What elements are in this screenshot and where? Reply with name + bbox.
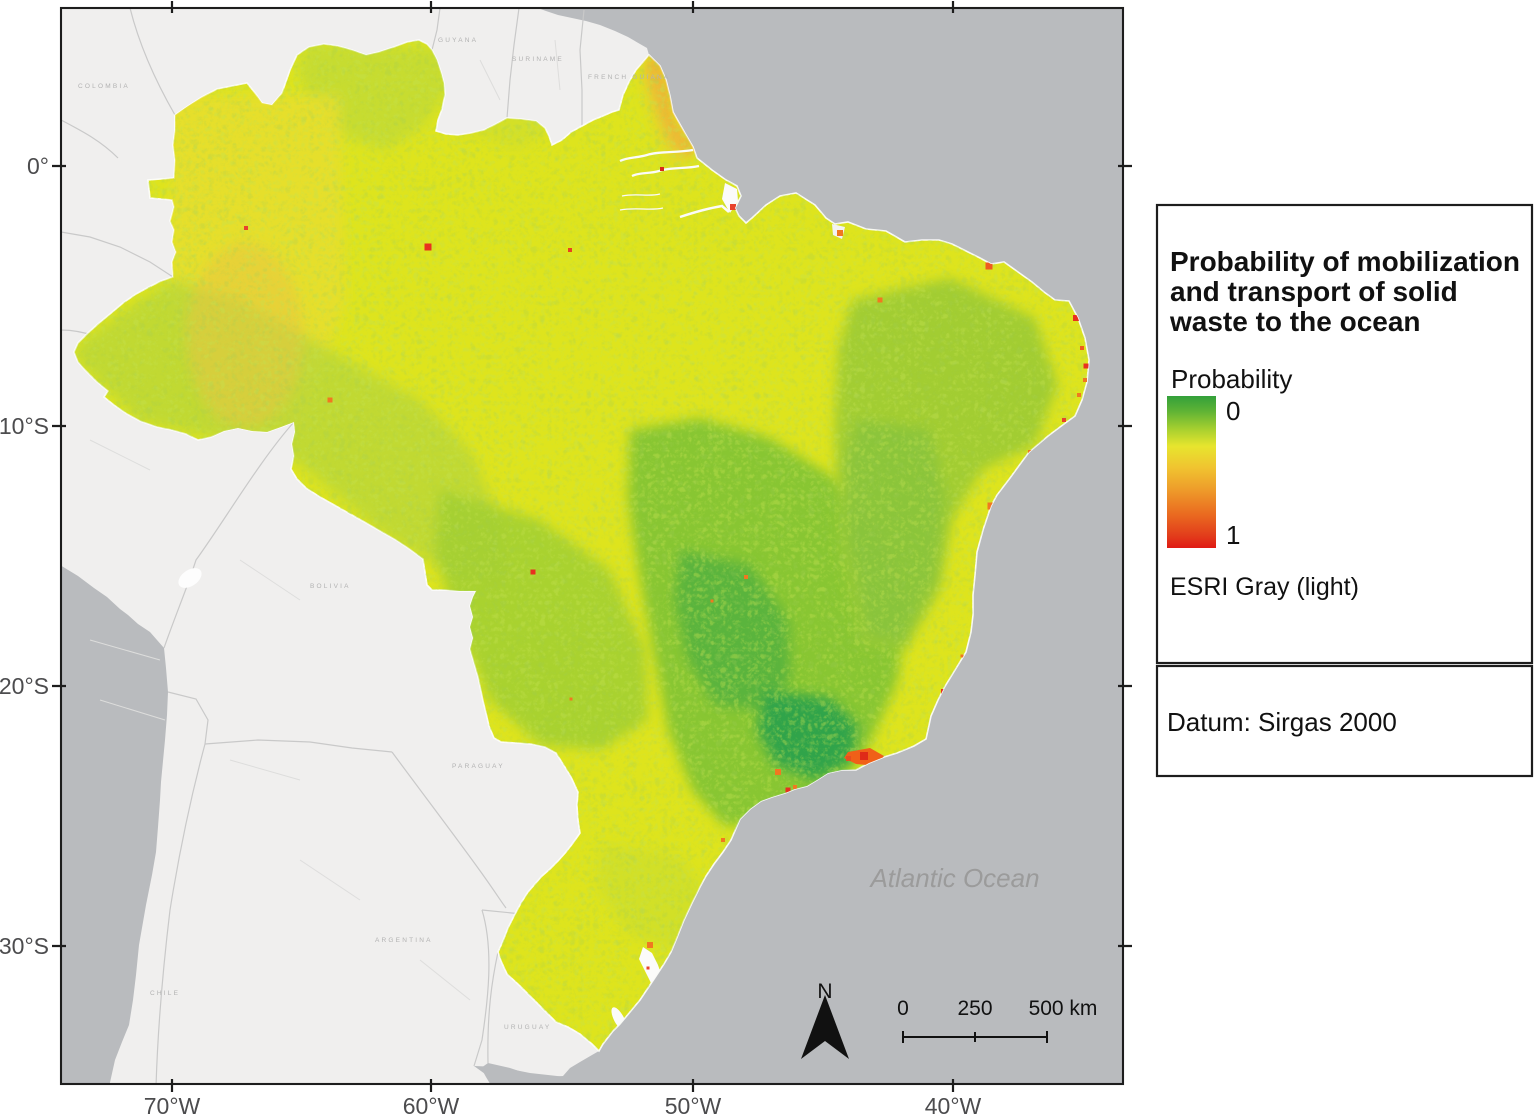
svg-text:10°S: 10°S — [0, 413, 49, 439]
svg-text:N: N — [817, 980, 832, 1003]
svg-text:Probability of mobilization: Probability of mobilization — [1170, 246, 1520, 277]
svg-text:BOLIVIA: BOLIVIA — [310, 583, 351, 590]
svg-text:ESRI Gray (light): ESRI Gray (light) — [1170, 573, 1359, 601]
svg-text:FRENCH GUIANA: FRENCH GUIANA — [588, 74, 670, 81]
svg-text:500 km: 500 km — [1029, 997, 1098, 1020]
svg-text:0: 0 — [1226, 396, 1240, 426]
svg-text:waste to the ocean: waste to the ocean — [1169, 306, 1421, 337]
svg-text:250: 250 — [957, 997, 992, 1020]
svg-text:COLOMBIA: COLOMBIA — [78, 83, 130, 90]
svg-text:and transport of solid: and transport of solid — [1170, 276, 1458, 307]
svg-text:30°S: 30°S — [0, 933, 49, 959]
svg-text:Atlantic Ocean: Atlantic Ocean — [868, 863, 1039, 893]
svg-text:SURINAME: SURINAME — [512, 56, 564, 63]
svg-text:Datum: Sirgas 2000: Datum: Sirgas 2000 — [1167, 707, 1397, 737]
svg-text:CHILE: CHILE — [150, 990, 180, 997]
svg-text:ARGENTINA: ARGENTINA — [375, 937, 433, 944]
svg-text:50°W: 50°W — [665, 1093, 722, 1116]
svg-text:20°S: 20°S — [0, 673, 49, 699]
svg-text:40°W: 40°W — [925, 1093, 982, 1116]
svg-text:60°W: 60°W — [403, 1093, 460, 1116]
svg-text:0: 0 — [897, 997, 909, 1020]
svg-text:1: 1 — [1226, 520, 1240, 550]
svg-text:GUYANA: GUYANA — [438, 37, 478, 44]
svg-text:URUGUAY: URUGUAY — [504, 1024, 551, 1031]
svg-text:Probability: Probability — [1171, 364, 1292, 394]
svg-text:PARAGUAY: PARAGUAY — [452, 763, 505, 770]
svg-text:70°W: 70°W — [144, 1093, 201, 1116]
svg-text:0°: 0° — [27, 153, 49, 179]
